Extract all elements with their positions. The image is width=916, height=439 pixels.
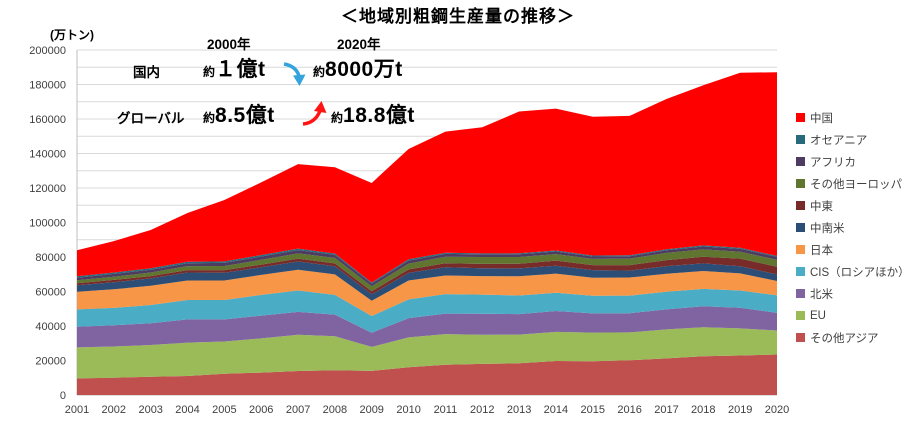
x-tick-label: 2006	[249, 404, 273, 416]
x-tick-label: 2001	[65, 404, 89, 416]
down-arrow-icon	[283, 62, 306, 86]
y-tick-label: 0	[60, 390, 66, 402]
approx-prefix: 約	[203, 65, 216, 79]
y-tick-label: 160000	[29, 114, 66, 126]
x-tick-label: 2014	[544, 404, 568, 416]
annotation-row-domestic-label: 国内	[133, 65, 160, 80]
global-2020-value: 18.8億t	[343, 104, 415, 127]
legend-swatch-japan	[796, 245, 805, 254]
legend-item-eu: EU	[796, 309, 910, 322]
legend-item-other-europe: その他ヨーロッパ	[796, 177, 910, 191]
y-tick-label: 80000	[35, 252, 66, 264]
annotation-domestic-2020-value: 約8000万t	[313, 53, 403, 83]
annotation-domestic-2000-value: 約１億t	[203, 53, 266, 83]
x-tick-label: 2015	[581, 404, 605, 416]
legend-item-central-south-america: 中南米	[796, 221, 910, 235]
area-middle-east	[77, 256, 777, 295]
approx-prefix: 約	[313, 65, 326, 79]
area-cis	[77, 288, 777, 333]
legend-swatch-north-america	[796, 289, 805, 298]
x-tick-label: 2008	[323, 404, 347, 416]
annotation-col-2000: 2000年	[207, 37, 251, 52]
legend-item-japan: 日本	[796, 243, 910, 257]
y-axis-unit-label: (万トン)	[50, 28, 94, 42]
legend-item-china: 中国	[796, 111, 910, 125]
legend-item-north-america: 北米	[796, 287, 910, 301]
chart-title: ＜地域別粗鋼生産量の推移＞	[341, 7, 575, 26]
legend-item-africa: アフリカ	[796, 155, 910, 169]
area-eu	[77, 327, 777, 379]
x-tick-label: 2019	[728, 404, 752, 416]
x-tick-label: 2011	[434, 404, 458, 416]
x-tick-label: 2017	[654, 404, 678, 416]
area-central-south-america	[77, 261, 777, 301]
up-arrow-icon	[302, 101, 327, 126]
x-tick-label: 2016	[617, 404, 641, 416]
x-tick-label: 2009	[359, 404, 383, 416]
legend-swatch-china	[796, 113, 805, 122]
legend-label-china: 中国	[810, 112, 833, 125]
legend-label-japan: 日本	[810, 244, 833, 257]
area-japan	[77, 269, 777, 316]
x-tick-label: 2010	[396, 404, 420, 416]
area-other-europe	[77, 249, 777, 292]
approx-prefix: 約	[331, 111, 344, 125]
legend-label-middle-east: 中東	[810, 200, 833, 213]
legend-swatch-middle-east	[796, 201, 805, 210]
legend-label-eu: EU	[810, 309, 826, 322]
x-tick-label: 2018	[691, 404, 715, 416]
y-tick-label: 20000	[35, 356, 66, 368]
area-north-america	[77, 306, 777, 348]
legend-swatch-eu	[796, 311, 805, 320]
legend-label-cis: CIS（ロシアほか）	[810, 266, 910, 279]
legend-item-middle-east: 中東	[796, 199, 910, 213]
x-tick-label: 2004	[175, 404, 199, 416]
area-other-asia	[77, 354, 777, 395]
legend: 中国オセアニアアフリカその他ヨーロッパ 中東中南米日本 CIS（ロシアほか） 北米 EU…	[796, 111, 910, 345]
y-tick-label: 140000	[29, 149, 66, 161]
y-tick-label: 40000	[35, 321, 66, 333]
y-tick-label: 120000	[29, 183, 66, 195]
y-tick-label: 200000	[29, 45, 66, 57]
legend-swatch-central-south-america	[796, 223, 805, 232]
domestic-2020-value: 8000万t	[325, 58, 403, 81]
y-tick-label: 180000	[29, 80, 66, 92]
trend-arrow-down	[283, 57, 307, 92]
x-tick-label: 2020	[765, 404, 789, 416]
legend-item-other-asia: その他アジア	[796, 331, 910, 345]
legend-swatch-oceania	[796, 135, 805, 144]
legend-label-central-south-america: 中南米	[810, 222, 845, 235]
legend-swatch-africa	[796, 157, 805, 166]
x-tick-label: 2013	[507, 404, 531, 416]
trend-arrow-up	[301, 100, 329, 135]
area-china	[77, 72, 777, 283]
annotation-global-2020-value: 約18.8億t	[331, 99, 415, 129]
y-tick-label: 60000	[35, 287, 66, 299]
x-tick-label: 2005	[212, 404, 236, 416]
legend-swatch-cis	[796, 267, 805, 276]
x-tick-label: 2007	[286, 404, 310, 416]
approx-prefix: 約	[203, 111, 216, 125]
legend-swatch-other-asia	[796, 333, 805, 342]
legend-item-oceania: オセアニア	[796, 133, 910, 147]
x-tick-label: 2002	[102, 404, 126, 416]
legend-label-other-asia: その他アジア	[810, 332, 879, 345]
legend-swatch-other-europe	[796, 179, 805, 188]
annotation-row-global-label: グローバル	[117, 111, 185, 126]
domestic-2000-value: １億t	[215, 58, 266, 81]
x-tick-label: 2003	[138, 404, 162, 416]
legend-label-north-america: 北米	[810, 288, 833, 301]
global-2000-value: 8.5億t	[215, 104, 275, 127]
legend-label-oceania: オセアニア	[810, 134, 868, 147]
legend-item-cis: CIS（ロシアほか）	[796, 265, 910, 279]
legend-label-other-europe: その他ヨーロッパ	[810, 178, 902, 191]
y-tick-label: 100000	[29, 218, 66, 230]
x-tick-label: 2012	[470, 404, 494, 416]
annotation-col-2020: 2020年	[337, 37, 381, 52]
annotation-global-2000-value: 約8.5億t	[203, 99, 275, 129]
legend-label-africa: アフリカ	[810, 156, 856, 169]
